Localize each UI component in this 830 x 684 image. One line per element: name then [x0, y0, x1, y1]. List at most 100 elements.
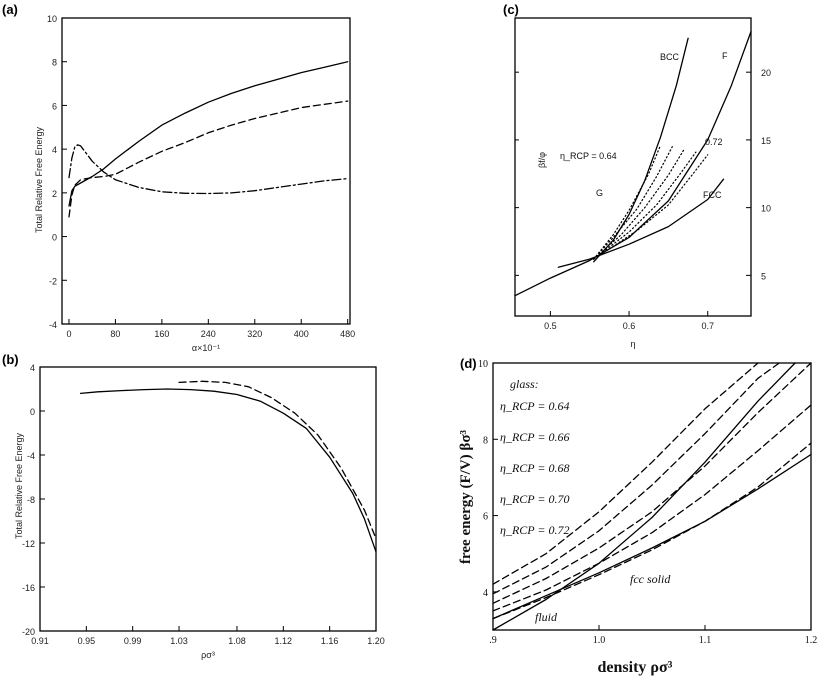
panel-c-series-fcc [557, 178, 725, 268]
panel-a-ytick-label: -4 [49, 320, 57, 330]
panel-a-xtick-label: 0 [66, 329, 71, 339]
panel-c-series-g [593, 144, 662, 260]
panel-a-xtick-label: 400 [294, 329, 309, 339]
panel-b-xlabel: ρσ³ [201, 650, 215, 660]
panel-d-series-fluid [492, 362, 796, 631]
panel-d-ytick-label: 6 [483, 512, 488, 523]
panel-d-annotation-fcc-solid: fcc solid [630, 572, 671, 586]
panel-c-annotation-072: 0.72 [705, 137, 723, 147]
panel-d-series-rcp-0-68 [492, 362, 812, 604]
panel-d-series-rcp-0-70 [492, 404, 812, 612]
panel-d-xtick-label: 1.0 [593, 635, 606, 646]
panel-d-legend-entry-068: η_RCP = 0.68 [500, 461, 570, 475]
panel-c-ytick-label: 5 [761, 271, 766, 281]
panel-d-legend-entry-070: η_RCP = 0.70 [500, 492, 570, 506]
panel-c-annotation-eta-rcp: η_RCP = 0.64 [560, 151, 617, 161]
panel-a-ytick-label: 4 [52, 145, 57, 155]
panel-d-series-rcp-0-66 [492, 362, 780, 595]
panel-d-xtick-label: 1.1 [699, 635, 712, 646]
panel-b-series-dashed-1 [178, 380, 377, 540]
panel-b-ytick-label: 0 [30, 407, 35, 417]
panel-b-xtick-label: 0.91 [31, 636, 49, 646]
panel-b-xtick-label: 0.95 [78, 636, 96, 646]
panel-c-series-dotted-5 [593, 148, 685, 260]
panel-a-ytick-label: 0 [52, 233, 57, 243]
panel-c-chart: 0.5 0.6 0.7 5 10 15 20 η βf/φ BCC F η_RCP = 0.… [514, 17, 771, 349]
panel-c-frame [514, 17, 752, 317]
panel-a-chart: 0 80 160 240 320 400 480 -4 -2 0 2 4 6 8 10 α×10⁻¹ Tot… [34, 14, 355, 353]
panel-a-xtick-label: 160 [154, 329, 169, 339]
panel-d-ylabel: free energy (F/V) βσ³ [458, 430, 474, 564]
panel-d-frame [492, 362, 812, 631]
panel-c-annotation-f: F [722, 51, 728, 61]
panel-b-ytick-label: -4 [27, 451, 35, 461]
panel-b-ytick-label: -16 [22, 583, 35, 593]
panel-a-series-dash-dot-2 [68, 144, 349, 195]
panel-d-legend-entry-064: η_RCP = 0.64 [500, 399, 570, 413]
panel-b-ytick-label: -12 [22, 539, 35, 549]
panel-b-xtick-label: 1.16 [321, 636, 339, 646]
panel-d-legend-entry-066: η_RCP = 0.66 [500, 430, 570, 444]
panel-a-series-dashed-1 [68, 100, 349, 218]
panel-c-xtick-label: 0.7 [701, 321, 714, 331]
panel-c-series-dotted-6 [593, 151, 697, 260]
panel-d-xtick-label: .9 [489, 635, 497, 646]
panel-d-xtick-label: 1.2 [805, 635, 818, 646]
panel-a-ytick-label: -2 [49, 276, 57, 286]
panel-a-xtick-label: 80 [110, 329, 120, 339]
panel-a-xtick-label: 240 [201, 329, 216, 339]
panel-a-xlabel: α×10⁻¹ [192, 343, 220, 353]
panel-b-xtick-label: 1.08 [228, 636, 246, 646]
panel-label-a: (a) [2, 2, 18, 17]
panel-a-ytick-label: 2 [52, 189, 57, 199]
panel-a-ytick-label: 6 [52, 101, 57, 111]
panel-a-series-solid-0 [68, 61, 349, 207]
panel-c-series-dotted-4 [593, 146, 673, 260]
panel-c-ylabel: βf/φ [537, 152, 547, 168]
panel-c-xtick-label: 0.6 [623, 321, 636, 331]
panel-label-d: (d) [460, 356, 477, 371]
panel-d-annotation-fluid: fluid [535, 610, 558, 624]
panel-b-ytick-label: -20 [22, 627, 35, 637]
panel-b-xtick-label: 0.99 [124, 636, 142, 646]
panel-c-xtick-label: 0.5 [544, 321, 557, 331]
panel-d-ytick-label: 4 [483, 588, 488, 599]
panel-b-ytick-label: 4 [30, 363, 35, 373]
panel-a-xtick-label: 320 [247, 329, 262, 339]
panel-d-series-rcp-0-72 [492, 442, 812, 620]
panel-b-xtick-label: 1.03 [170, 636, 188, 646]
panel-b-xtick-label: 1.20 [367, 636, 385, 646]
panel-label-c: (c) [503, 2, 519, 17]
panel-a-ytick-label: 8 [52, 58, 57, 68]
panel-b-frame [39, 366, 377, 632]
panel-d-xlabel: density ρσ³ [598, 659, 673, 676]
panel-a-frame [61, 17, 351, 325]
panel-c-xlabel: η [630, 339, 635, 349]
panel-d-series-fcc-solid [492, 453, 812, 620]
panel-c-ytick-label: 10 [761, 204, 771, 214]
panel-c-annotation-fcc: FCC [703, 190, 722, 200]
panel-c-series-dotted-7 [593, 154, 709, 260]
panel-c-ytick-label: 15 [761, 136, 771, 146]
panel-c-series-bcc [593, 37, 689, 263]
panel-b-series-solid-0 [79, 388, 377, 553]
panel-b-ylabel: Total Relative Free Energy [14, 432, 24, 539]
panel-c-ytick-label: 20 [761, 68, 771, 78]
panel-a-xtick-label: 480 [340, 329, 355, 339]
panel-d-legend-title: glass: [510, 377, 539, 391]
panel-d-ytick-label: 10 [478, 359, 488, 370]
panel-d-series-rcp-0-64 [492, 362, 759, 585]
panel-d-legend-entry-072: η_RCP = 0.72 [500, 523, 570, 537]
panel-d-chart: .9 1.0 1.1 1.2 4 6 8 10 density ρσ³ free energy… [458, 359, 817, 676]
panel-label-b: (b) [2, 352, 19, 367]
panel-b-chart: 0.91 0.95 0.99 1.03 1.08 1.12 1.16 1.20 -20 -16 -1… [14, 363, 385, 660]
panel-b-xtick-label: 1.12 [275, 636, 293, 646]
panel-a-ytick-label: 10 [47, 14, 57, 24]
panel-a-ylabel: Total Relative Free Energy [34, 126, 44, 233]
panel-c-annotation-bcc: BCC [660, 52, 680, 62]
panel-c-annotation-g: G [596, 188, 603, 198]
panel-b-ytick-label: -8 [27, 495, 35, 505]
panel-d-ytick-label: 8 [483, 435, 488, 446]
panel-c-series-f [514, 30, 752, 297]
